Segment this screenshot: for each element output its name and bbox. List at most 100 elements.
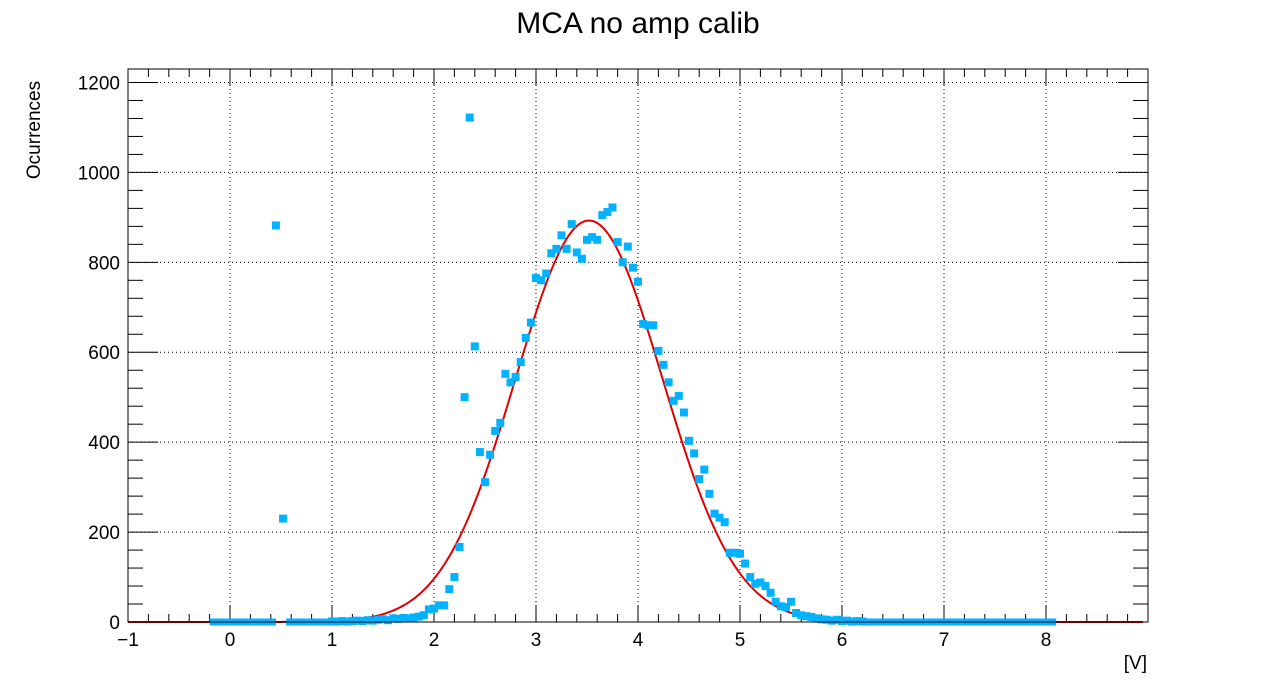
x-tick-label: 8	[1041, 630, 1052, 651]
data-point	[685, 436, 693, 445]
data-point	[572, 248, 581, 257]
data-point	[445, 585, 454, 594]
data-point	[481, 478, 489, 487]
data-point	[537, 276, 546, 285]
data-point	[838, 617, 846, 626]
data-point	[649, 321, 658, 330]
data-point	[491, 426, 500, 435]
data-point	[368, 616, 377, 625]
data-point	[730, 548, 739, 557]
data-point	[807, 613, 816, 622]
data-point	[832, 615, 841, 624]
data-point	[465, 113, 474, 122]
data-point	[781, 603, 790, 612]
data-point	[389, 614, 398, 623]
data-point	[588, 233, 597, 242]
x-tick-label: 4	[633, 630, 644, 651]
x-tick-label: 0	[225, 630, 236, 651]
data-point	[511, 372, 520, 381]
data-point	[435, 601, 444, 610]
data-point	[679, 408, 688, 417]
data-point	[802, 612, 811, 621]
data-point	[827, 616, 836, 625]
data-point	[776, 602, 785, 611]
data-point	[853, 617, 862, 626]
data-point	[404, 614, 413, 623]
data-point	[751, 579, 760, 588]
data-point	[460, 393, 469, 402]
x-tick-label: 7	[939, 630, 950, 651]
data-point	[414, 612, 423, 621]
data-point	[634, 277, 642, 286]
y-tick-label: 1000	[78, 163, 120, 184]
data-point	[430, 604, 438, 613]
data-point	[725, 548, 734, 557]
data-point	[409, 613, 418, 622]
data-point	[618, 258, 627, 267]
y-tick-label: 200	[88, 523, 120, 544]
data-point	[843, 616, 852, 625]
x-tick-label: 6	[837, 630, 848, 651]
data-point	[419, 611, 428, 620]
data-point	[577, 254, 586, 263]
data-point	[450, 573, 459, 582]
data-point	[567, 220, 576, 229]
data-point	[521, 333, 530, 342]
y-tick-label: 400	[88, 433, 120, 454]
data-point	[501, 369, 510, 378]
data-point	[496, 418, 505, 427]
data-point	[822, 615, 831, 624]
y-tick-label: 800	[88, 253, 120, 274]
data-point	[720, 518, 729, 527]
data-point	[700, 465, 709, 474]
data-point	[736, 549, 744, 558]
data-point	[674, 391, 683, 400]
data-point	[348, 617, 357, 626]
data-point	[526, 318, 535, 327]
data-point	[475, 448, 484, 457]
y-axis-label: Ocurrences	[24, 81, 45, 179]
data-point	[792, 609, 801, 618]
data-point	[664, 378, 673, 387]
data-point	[394, 614, 403, 623]
data-point	[756, 578, 765, 587]
data-point	[644, 321, 653, 330]
data-point	[363, 616, 372, 625]
data-point	[613, 238, 622, 247]
data-point	[486, 450, 495, 459]
plot-frame	[127, 68, 1149, 623]
data-point	[710, 509, 719, 518]
data-point	[358, 617, 367, 626]
data-point	[741, 559, 750, 568]
data-point	[583, 235, 591, 244]
data-point	[787, 597, 795, 606]
data-point	[771, 597, 780, 606]
data-point	[384, 616, 393, 625]
x-axis-label: [V]	[1124, 653, 1147, 674]
data-point	[532, 274, 540, 283]
data-point	[715, 513, 724, 522]
data-point	[628, 263, 637, 272]
data-point	[761, 582, 770, 591]
data-point	[455, 542, 464, 551]
data-point	[603, 207, 612, 216]
data-point	[506, 378, 515, 387]
data-point	[746, 573, 755, 582]
data-point	[399, 613, 408, 622]
data-point	[279, 514, 288, 523]
data-point	[440, 601, 449, 610]
data-point	[817, 615, 826, 624]
data-point	[812, 614, 821, 623]
grid-lines	[128, 69, 1148, 622]
x-tick-label: 5	[735, 630, 746, 651]
data-point	[608, 203, 617, 212]
data-point	[669, 396, 678, 405]
x-tick-label: 3	[531, 630, 542, 651]
data-point	[797, 611, 806, 620]
data-point	[542, 269, 551, 278]
data-point	[639, 319, 648, 328]
x-tick-label: 1	[327, 630, 338, 651]
data-point	[623, 242, 632, 251]
